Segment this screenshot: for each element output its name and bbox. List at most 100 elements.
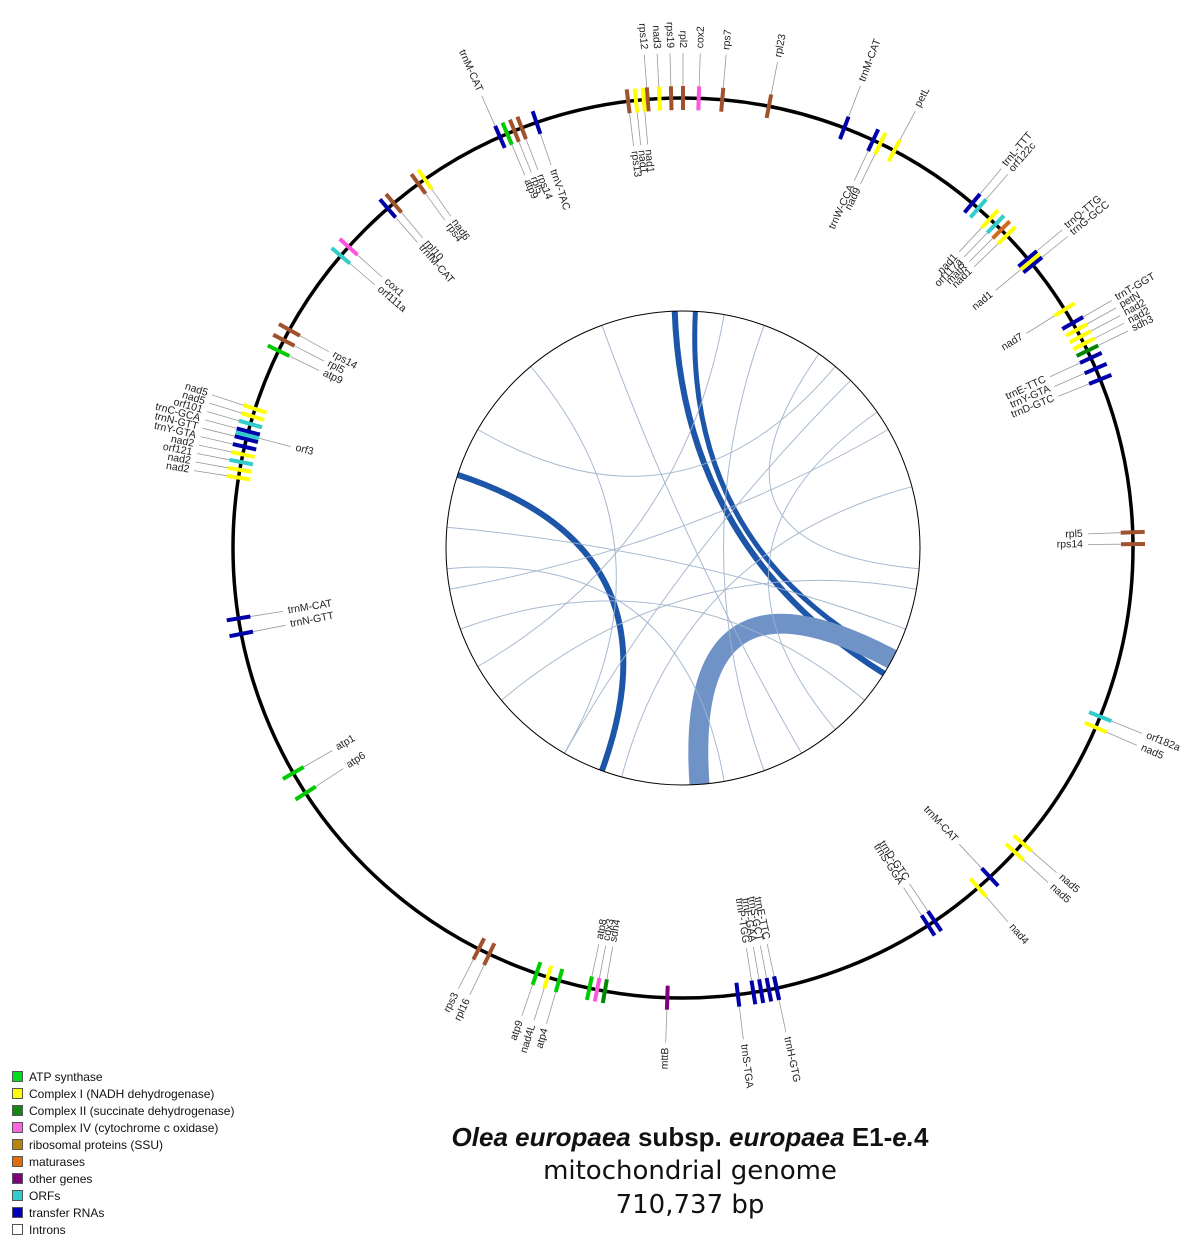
legend-item-0: ATP synthase	[12, 1068, 234, 1085]
gene-label-35: orf121	[162, 441, 194, 458]
gene-leader-2	[669, 53, 672, 87]
gene-leader-29	[209, 402, 242, 414]
gene-mark-59	[919, 914, 937, 937]
gene-mark-44	[482, 942, 497, 966]
gene-mark-83	[985, 214, 1006, 235]
gene-mark-7	[838, 115, 851, 140]
legend-swatch	[12, 1139, 23, 1150]
gene-mark-27	[266, 343, 291, 358]
gene-mark-6	[764, 94, 774, 119]
synteny-links	[446, 310, 920, 786]
gene-leader-77	[1036, 229, 1063, 252]
gene-mark-40	[229, 629, 254, 639]
gene-mark-82	[980, 208, 1000, 230]
gene-leader-19	[431, 188, 452, 217]
gene-leader-26	[294, 345, 324, 362]
gene-leader-49	[599, 945, 607, 979]
gene-leader-41	[303, 750, 333, 768]
gene-label-38: orf3	[294, 442, 315, 458]
gene-mark-35	[229, 457, 254, 467]
legend-swatch	[12, 1224, 23, 1235]
gene-leader-7	[848, 85, 861, 117]
gene-leader-43	[457, 959, 474, 990]
gene-label-4: rps12	[636, 23, 650, 50]
legend-label: ORFs	[29, 1188, 61, 1203]
gene-leader-78	[1041, 236, 1068, 258]
species-name: Olea europaea	[451, 1122, 631, 1152]
gene-leader-46	[533, 988, 545, 1021]
gene-mark-8	[886, 139, 902, 163]
gene-label-53: trnH-GTG	[781, 1036, 802, 1084]
gene-leader-8	[899, 110, 916, 141]
gene-leader-53	[778, 999, 787, 1033]
gene-leader-44	[469, 964, 485, 995]
gene-label-50: atp8	[594, 918, 610, 941]
gene-mark-72	[1075, 343, 1100, 358]
gene-mark-10	[866, 128, 881, 152]
gene-leader-12	[636, 112, 642, 146]
gene-leader-72	[1098, 330, 1129, 346]
gene-mark-63	[1004, 842, 1025, 862]
gene-label-41: atp1	[333, 732, 357, 753]
gene-leader-76	[1058, 383, 1090, 397]
gene-leader-33	[200, 436, 233, 445]
gene-leader-37	[194, 470, 227, 477]
gene-mark-69	[1065, 322, 1089, 338]
legend-swatch	[12, 1207, 23, 1218]
gene-mark-45	[530, 961, 543, 986]
gene-leader-64	[1111, 720, 1143, 734]
gene-mark-36	[227, 465, 253, 474]
legend-label: other genes	[29, 1171, 93, 1186]
synteny-link-7	[723, 325, 765, 771]
gene-mark-16	[515, 115, 528, 140]
gene-leader-51	[665, 1009, 668, 1043]
gene-leader-55	[752, 946, 760, 980]
gene-mark-32	[234, 434, 259, 444]
gene-leader-25	[299, 335, 329, 353]
legend-item-6: other genes	[12, 1170, 234, 1187]
gene-label-14: trnM-CAT	[456, 48, 485, 94]
gene-leader-24	[349, 263, 376, 286]
gene-mark-29	[240, 410, 265, 422]
legend-item-8: transfer RNAs	[12, 1204, 234, 1221]
gene-leader-58	[909, 883, 929, 912]
gene-leader-40	[252, 624, 286, 632]
gene-mark-50	[584, 975, 594, 1001]
gene-mark-52	[734, 982, 742, 1007]
legend-item-2: Complex II (succinate dehydrogenase)	[12, 1102, 234, 1119]
caption-species: Olea europaea subsp. europaea E1-e.4	[370, 1120, 1010, 1154]
legend-item-9: Introns	[12, 1221, 234, 1238]
gene-leader-62	[1031, 850, 1057, 874]
gene-label-47: atp4	[534, 1027, 551, 1050]
gene-mark-71	[1072, 336, 1096, 351]
gene-mark-20	[409, 173, 428, 195]
gene-mark-75	[1083, 361, 1108, 376]
gene-mark-79	[1019, 252, 1041, 271]
gene-mark-74	[1079, 350, 1103, 365]
gene-mark-85	[996, 225, 1017, 246]
synteny-link-17	[477, 314, 725, 667]
legend-item-3: Complex IV (cytochrome c oxidase)	[12, 1119, 234, 1136]
gene-leader-75	[1054, 372, 1085, 387]
gene-leader-9	[860, 154, 876, 185]
gene-leader-52	[738, 1006, 744, 1040]
gene-leader-84	[969, 238, 993, 262]
gene-mark-12	[632, 88, 640, 113]
gene-mark-80	[962, 192, 982, 214]
gene-mark-65	[1083, 720, 1108, 735]
gene-leader-17	[518, 141, 532, 173]
legend-swatch	[12, 1071, 23, 1082]
gene-leader-69	[1086, 307, 1117, 325]
legend-swatch	[12, 1122, 23, 1133]
synteny-link-9	[501, 579, 917, 701]
gene-label-66: rpl5	[1065, 528, 1083, 541]
legend-label: ATP synthase	[29, 1069, 103, 1084]
gene-mark-46	[542, 965, 554, 990]
gene-mark-17	[508, 118, 521, 143]
legend-label: Complex I (NADH dehydrogenase)	[29, 1086, 215, 1101]
gene-leader-32	[202, 427, 235, 437]
gene-mark-41	[281, 765, 305, 781]
gene-leader-79	[995, 269, 1022, 291]
cultivar-b: 4	[913, 1122, 929, 1152]
